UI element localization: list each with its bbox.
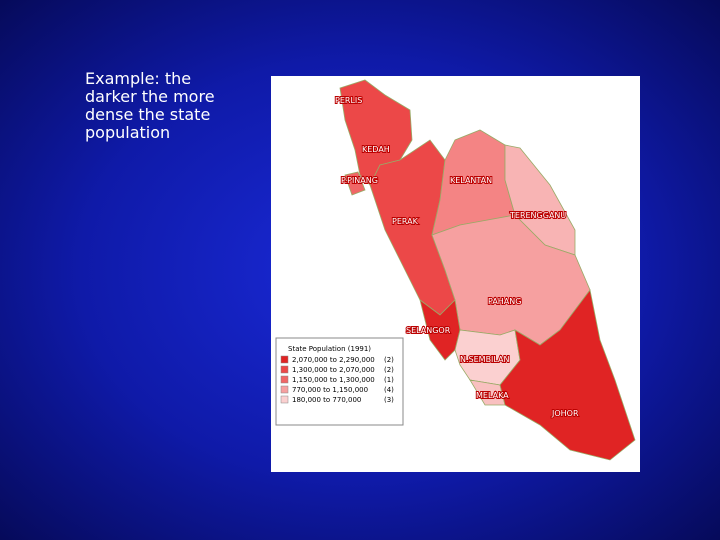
legend-swatch — [280, 375, 289, 384]
legend-range: 2,070,000 to 2,290,000 — [292, 356, 375, 364]
legend-range: 770,000 to 1,150,000 — [292, 386, 368, 394]
legend-range: 1,300,000 to 2,070,000 — [292, 366, 375, 374]
legend-box — [275, 337, 404, 426]
state-label: PERAK — [392, 217, 419, 226]
state-label: KEDAH — [362, 145, 390, 154]
legend-range: 1,150,000 to 1,300,000 — [292, 376, 375, 384]
state-label: N.SEMBILAN — [460, 355, 510, 364]
state-johor — [499, 289, 636, 461]
legend-count: (1) — [384, 376, 394, 384]
legend-swatch — [280, 385, 289, 394]
legend-swatch — [280, 355, 289, 364]
state-penang — [344, 171, 366, 196]
state-label: KELANTAN — [450, 176, 492, 185]
caption: Example: the darker the more dense the s… — [85, 69, 215, 142]
legend-count: (4) — [384, 386, 394, 394]
legend-count: (3) — [384, 396, 394, 404]
state-label: PAHANG — [488, 297, 521, 306]
state-label: P.PINANG — [341, 176, 378, 185]
state-label: SELANGOR — [406, 326, 451, 335]
legend-count: (2) — [384, 356, 394, 364]
legend-title: State Population (1991) — [288, 345, 371, 353]
state-label: TERENGGANU — [509, 211, 566, 220]
state-label: MELAKA — [476, 391, 509, 400]
state-labels: PERLIS KEDAH P.PINANG KELANTAN TERENGGANU PER… — [334, 95, 580, 419]
legend-range: 180,000 to 770,000 — [292, 396, 361, 404]
state-label: PERLIS — [335, 96, 362, 105]
legend-count: (2) — [384, 366, 394, 374]
legend-swatch — [280, 365, 289, 374]
legend-swatch — [280, 395, 289, 404]
state-label: JOHOR — [551, 409, 579, 418]
legend-rows: 2,070,000 to 2,290,000 (2) 1,300,000 to 2,… — [280, 355, 394, 404]
